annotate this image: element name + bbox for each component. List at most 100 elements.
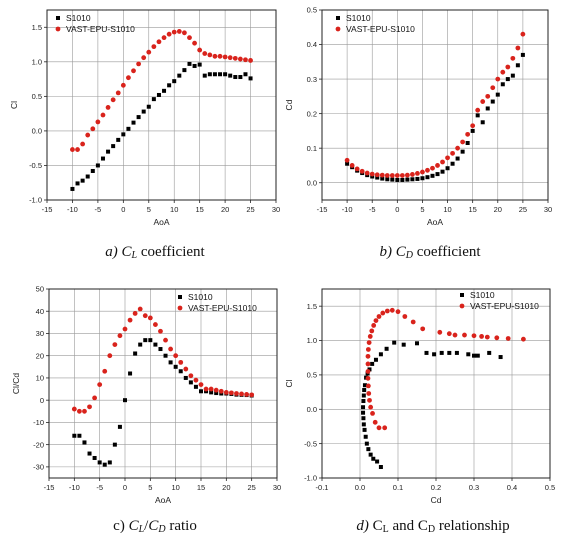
data-point xyxy=(213,387,219,393)
data-point xyxy=(183,375,188,380)
data-point xyxy=(455,145,460,151)
data-point xyxy=(367,334,373,339)
data-point xyxy=(385,177,390,182)
series-vast-epu-s1010 xyxy=(70,29,253,152)
data-point xyxy=(371,323,377,328)
x-tick-label: 15 xyxy=(197,483,205,492)
data-point xyxy=(366,340,372,346)
caption-c: c) CL/CD ratio xyxy=(113,518,197,535)
data-point xyxy=(70,147,75,152)
data-point xyxy=(203,386,209,392)
data-point xyxy=(490,99,495,104)
data-point xyxy=(162,88,167,93)
data-point xyxy=(410,319,416,325)
x-tick-label: 25 xyxy=(246,205,254,214)
caption-b: b) CD coefficient xyxy=(379,244,481,261)
data-point xyxy=(77,433,82,438)
data-point xyxy=(75,181,80,186)
data-point xyxy=(227,55,233,61)
data-point xyxy=(137,306,143,312)
data-point xyxy=(379,172,385,178)
data-point xyxy=(365,369,371,374)
data-point xyxy=(208,386,214,392)
y-tick-label: 10 xyxy=(36,374,44,383)
data-point xyxy=(479,334,484,339)
data-point xyxy=(249,392,255,398)
data-point xyxy=(376,314,382,319)
x-axis-label: Cd xyxy=(431,495,442,505)
data-point xyxy=(82,408,87,414)
data-point xyxy=(147,315,153,321)
data-point xyxy=(182,30,187,36)
data-point xyxy=(485,106,490,111)
x-tick-label: 5 xyxy=(420,205,424,214)
data-point xyxy=(212,72,217,77)
data-point xyxy=(166,31,172,37)
x-tick-label: 0.0 xyxy=(355,483,365,492)
data-point xyxy=(126,75,131,81)
data-point xyxy=(362,388,367,393)
y-tick-label: -10 xyxy=(33,418,44,427)
data-point xyxy=(374,172,380,178)
x-tick-label: -15 xyxy=(317,205,328,214)
data-point xyxy=(361,422,366,427)
data-point xyxy=(90,126,96,132)
x-tick-label: -5 xyxy=(96,483,103,492)
data-point xyxy=(85,174,90,179)
y-tick-label: 0 xyxy=(40,396,44,405)
legend-marker xyxy=(177,305,183,311)
y-tick-label: -1.0 xyxy=(29,196,42,205)
data-point xyxy=(362,383,367,388)
data-point xyxy=(471,333,477,339)
series-vast-epu-s1010 xyxy=(365,307,526,431)
x-tick-label: -10 xyxy=(69,483,80,492)
data-point xyxy=(146,49,152,55)
x-tick-label: 0 xyxy=(123,483,127,492)
data-point xyxy=(92,395,97,401)
data-point xyxy=(365,361,371,367)
data-point xyxy=(115,90,121,96)
data-point xyxy=(404,172,410,178)
data-point xyxy=(138,342,143,347)
x-tick-label: -5 xyxy=(95,205,102,214)
data-point xyxy=(237,56,243,62)
x-tick-label: 30 xyxy=(272,205,280,214)
y-tick-label: 1.5 xyxy=(32,23,42,32)
data-point xyxy=(480,99,486,104)
data-point xyxy=(500,82,505,87)
data-point xyxy=(368,452,373,457)
data-point xyxy=(435,163,440,168)
data-point xyxy=(437,329,443,335)
data-point xyxy=(95,163,100,168)
data-point xyxy=(372,419,378,425)
data-point xyxy=(363,434,368,439)
chart-1: -15 -10 -5 0 5 10 15 20 25 30 0.0 0.1 0.2 0.3 0.4 0.5 Ao… xyxy=(284,6,552,227)
data-point xyxy=(102,462,107,467)
legend-marker xyxy=(55,26,61,32)
data-point xyxy=(495,92,500,97)
legend-marker xyxy=(335,26,341,32)
x-tick-label: 30 xyxy=(273,483,281,492)
data-point xyxy=(110,97,116,103)
data-point xyxy=(401,342,406,347)
y-tick-label: 0.1 xyxy=(307,144,317,153)
data-point xyxy=(515,63,520,68)
data-point xyxy=(141,109,146,114)
data-point xyxy=(445,155,450,161)
data-point xyxy=(100,112,106,118)
x-tick-label: 20 xyxy=(221,205,229,214)
data-point xyxy=(233,75,238,80)
data-point xyxy=(173,364,178,369)
data-point xyxy=(420,176,425,181)
y-tick-label: 50 xyxy=(36,285,44,294)
data-point xyxy=(370,361,375,366)
data-point xyxy=(71,406,77,412)
legend-marker xyxy=(56,16,60,20)
data-point xyxy=(121,132,126,137)
data-point xyxy=(136,61,142,67)
data-point xyxy=(420,326,426,332)
data-point xyxy=(217,53,223,59)
data-point xyxy=(505,64,511,70)
data-point xyxy=(455,156,460,161)
data-point xyxy=(87,404,92,410)
